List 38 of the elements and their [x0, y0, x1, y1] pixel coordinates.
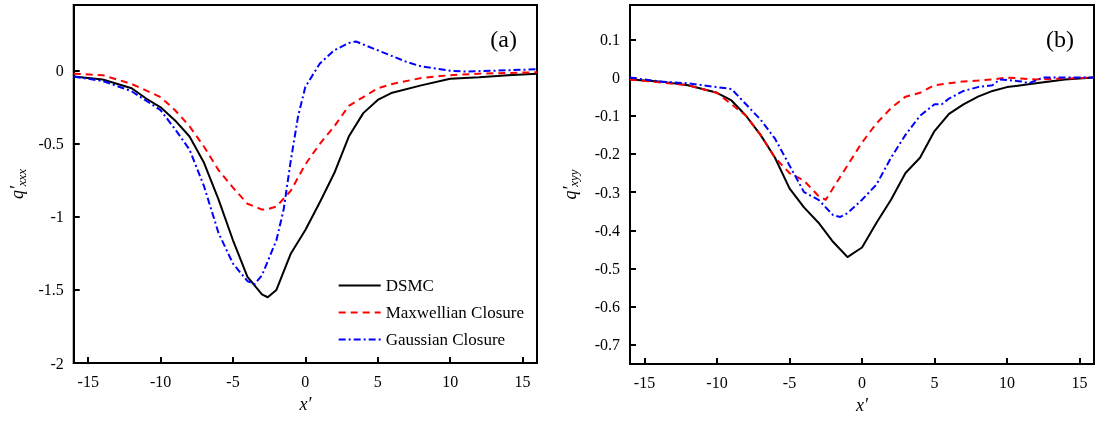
y-tick-label: -0.2: [594, 145, 620, 163]
x-tick-label: 10: [999, 373, 1015, 391]
x-tick-label: -5: [782, 373, 797, 391]
x-axis-title: x′: [298, 394, 313, 414]
x-tick-label: 0: [301, 372, 310, 390]
y-tick-label: -1.5: [38, 281, 64, 299]
annotation: (b): [1046, 26, 1074, 52]
x-tick-label: 5: [373, 372, 382, 390]
x-tick-label: -10: [149, 372, 172, 390]
legend-label: Maxwellian Closure: [385, 303, 525, 322]
y-tick-label: -0.1: [594, 107, 620, 125]
annotation: (a): [490, 26, 517, 52]
x-axis-title: x′: [855, 395, 870, 415]
line-series: [72, 71, 538, 211]
y-tick-label: -1: [50, 208, 64, 226]
x-tick-label: 15: [514, 372, 531, 390]
y-tick-label: -0.3: [594, 183, 620, 201]
legend-label: DSMC: [385, 276, 434, 295]
y-tick-label: 0.1: [600, 30, 620, 48]
y-tick-label: -0.6: [594, 298, 620, 316]
x-tick-label: 5: [930, 373, 939, 391]
y-axis-title: q′xxx: [7, 168, 29, 200]
y-tick-label: -0.5: [38, 135, 64, 153]
x-tick-label: 15: [1071, 373, 1088, 391]
x-tick-label: -10: [706, 373, 728, 391]
y-tick-label: 0: [55, 62, 64, 80]
y-tick-label: 0: [612, 69, 620, 87]
y-axis-title: q′xyy: [559, 169, 581, 200]
legend-label: Gaussian Closure: [385, 330, 506, 349]
x-tick-label: -15: [633, 373, 656, 391]
x-tick-label: 10: [442, 372, 459, 390]
x-tick-label: -5: [226, 372, 240, 390]
y-tick-label: -0.5: [594, 260, 620, 278]
x-tick-label: 0: [858, 373, 866, 391]
y-tick-label: -2: [50, 354, 64, 372]
y-tick-label: -0.7: [594, 336, 620, 354]
x-tick-label: -15: [77, 372, 99, 390]
y-tick-label: -0.4: [594, 221, 620, 239]
